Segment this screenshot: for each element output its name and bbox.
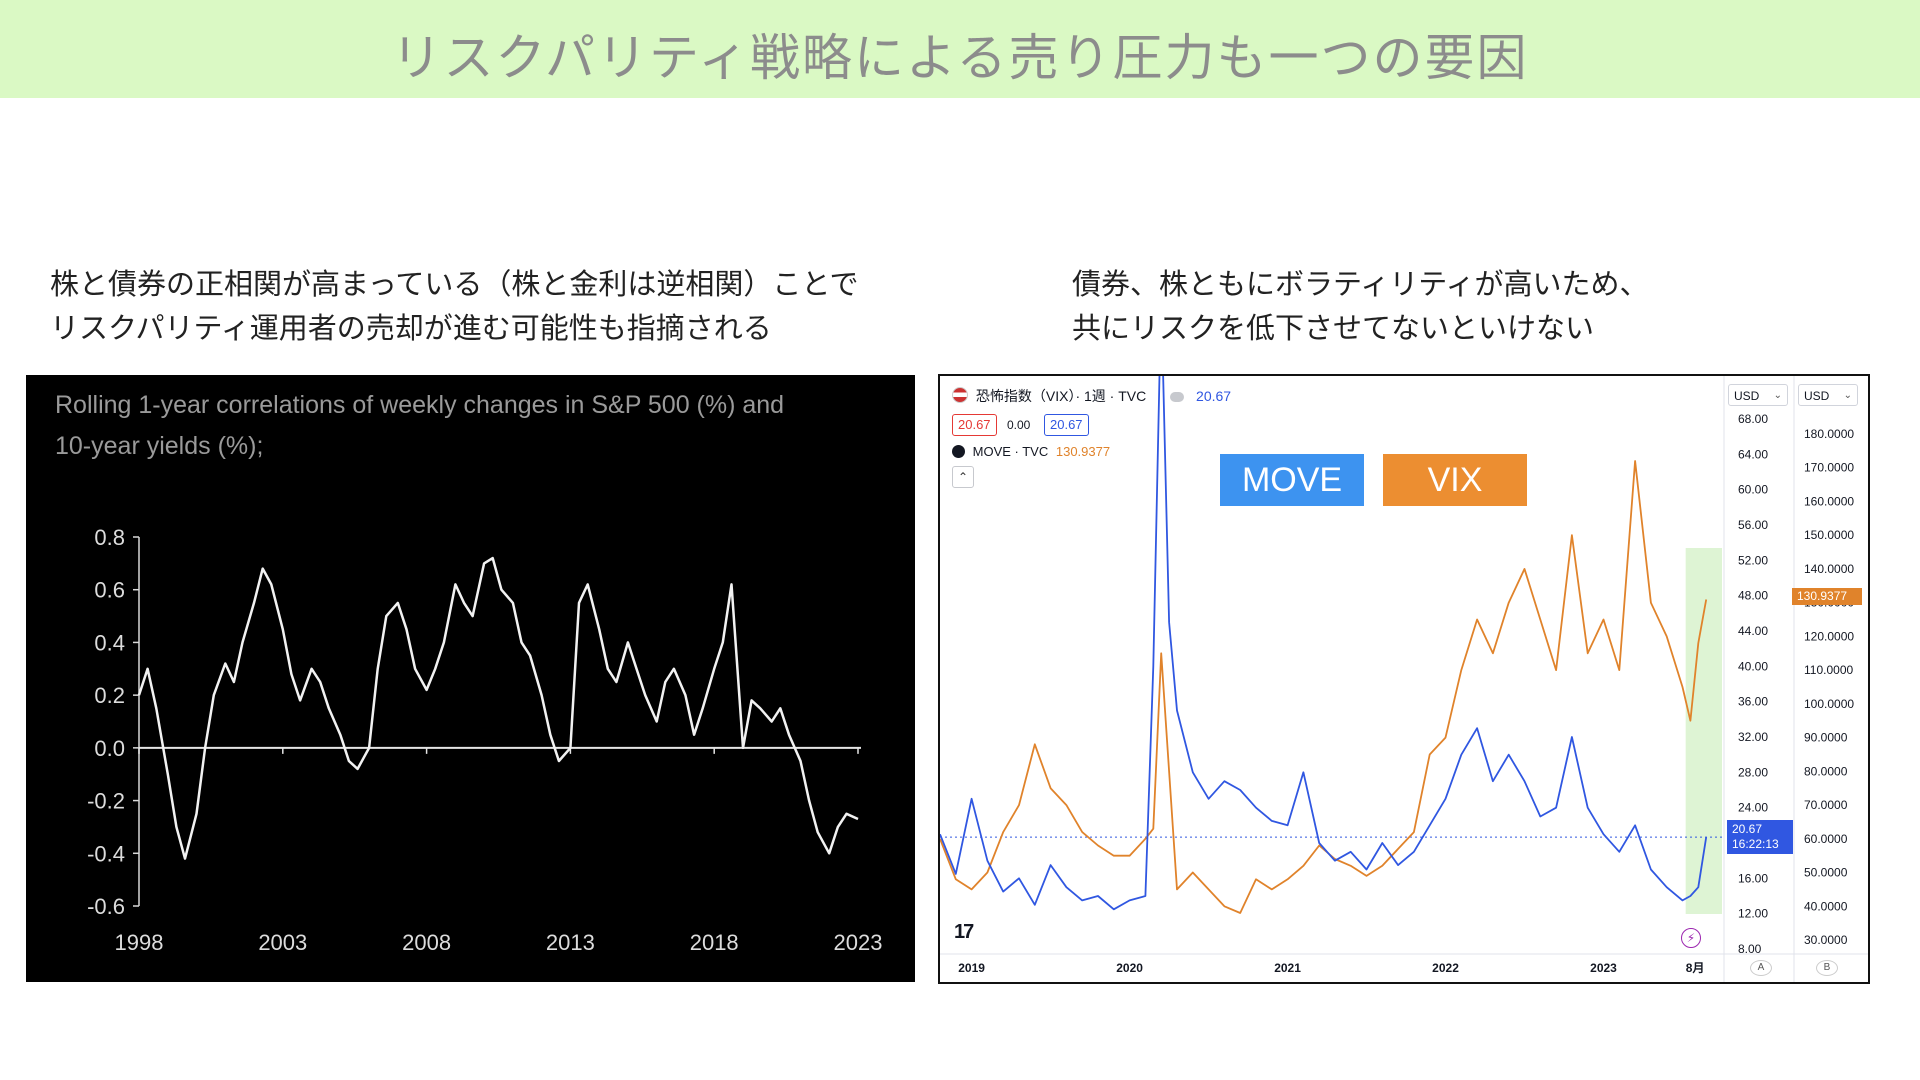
x-tick-label: 2023 — [1590, 961, 1617, 975]
currency-left-label: USD — [1734, 389, 1760, 403]
currency-right-label: USD — [1804, 389, 1830, 403]
chart-title-line2: 10-year yields (%); — [55, 432, 264, 460]
move-series-icon — [952, 445, 965, 458]
left-axis-tick: 24.00 — [1738, 801, 1768, 815]
right-axis-tick: 60.0000 — [1804, 832, 1848, 846]
correlation-chart-title: Rolling 1-year correlations of weekly ch… — [55, 385, 784, 467]
move-series-label: MOVE · TVC — [972, 444, 1049, 459]
y-tick-label: -0.4 — [87, 841, 125, 866]
right-axis-tick: 170.0000 — [1804, 461, 1854, 475]
x-tick-label: 2019 — [958, 961, 985, 975]
currency-select-left[interactable]: USD ⌄ — [1728, 384, 1788, 406]
x-tick-label: 2003 — [258, 930, 307, 955]
left-axis-tick: 64.00 — [1738, 447, 1768, 461]
x-tick-label: 1998 — [115, 930, 164, 955]
left-caption-line1: 株と債券の正相関が高まっている（株と金利は逆相関）ことで — [50, 267, 859, 301]
legend-move: MOVE — [1220, 454, 1364, 506]
left-axis-tick: 32.00 — [1738, 730, 1768, 744]
right-axis-tick: 110.0000 — [1804, 663, 1853, 677]
left-axis-tick: 48.00 — [1738, 589, 1768, 603]
y-tick-label: 0.6 — [94, 578, 125, 603]
left-axis-tick: 56.00 — [1738, 518, 1768, 532]
x-tick-label: 2018 — [690, 930, 739, 955]
left-axis-tick: 8.00 — [1738, 942, 1762, 956]
x-tick-label: 2021 — [1274, 961, 1301, 975]
move-series-value: 130.9377 — [1055, 444, 1111, 459]
y-tick-label: -0.6 — [87, 894, 125, 919]
right-axis-tick: 50.0000 — [1804, 866, 1848, 880]
correlation-chart: 0.8 0.6 0.4 0.2 0.0 -0.2 -0.4 -0.6 1998 2003 2008 2… — [87, 525, 883, 955]
axis-auto-button-left[interactable]: A — [1750, 960, 1772, 976]
left-caption: 株と債券の正相関が高まっている（株と金利は逆相関）ことで リスクパリティ運用者の… — [50, 262, 859, 350]
header-banner: リスクパリティ戦略による売り圧力も一つの要因 — [0, 0, 1920, 98]
tradingview-logo[interactable]: 17 — [954, 921, 974, 943]
x-tick-label: 2013 — [546, 930, 595, 955]
axis-auto-button-right[interactable]: B — [1816, 960, 1838, 976]
eye-icon[interactable] — [1170, 392, 1185, 402]
vix-price-tag: 20.67 16:22:13 — [1727, 820, 1793, 854]
vix-move-chart: 68.00 64.00 60.00 56.00 52.00 48.00 44.00 40.00… — [940, 376, 1868, 982]
x-tick-label: 8月 — [1686, 961, 1705, 975]
right-axis-tick: 140.0000 — [1804, 562, 1854, 576]
left-axis-tick: 16.00 — [1738, 871, 1768, 885]
tradingview-chart-panel: 68.00 64.00 60.00 56.00 52.00 48.00 44.00 40.00… — [938, 374, 1870, 984]
right-axis-tick: 70.0000 — [1804, 798, 1848, 812]
move-series-line — [940, 460, 1708, 914]
symbol-header[interactable]: 恐怖指数（VIX）· 1週 · TVC 20.67 — [952, 386, 1231, 406]
y-tick-label: 0.0 — [94, 736, 125, 761]
y-tick-label: 0.8 — [94, 525, 125, 550]
right-axis-tick: 160.0000 — [1804, 494, 1854, 508]
left-axis-tick: 28.00 — [1738, 765, 1768, 779]
correlation-series-line — [137, 556, 859, 860]
right-caption-line2: 共にリスクを低下させてないといけない — [1072, 311, 1595, 345]
left-axis-tick: 12.00 — [1738, 907, 1768, 921]
x-tick-label: 2020 — [1116, 961, 1143, 975]
left-axis-tick: 40.00 — [1738, 659, 1768, 673]
spread-value: 0.00 — [1007, 418, 1031, 432]
x-tick-label: 2023 — [834, 930, 883, 955]
right-axis-tick: 180.0000 — [1804, 427, 1854, 441]
chevron-down-icon: ⌄ — [1843, 390, 1852, 401]
left-axis-tick: 44.00 — [1738, 624, 1768, 638]
left-caption-line2: リスクパリティ運用者の売却が進む可能性も指摘される — [50, 311, 772, 345]
right-axis-tick: 40.0000 — [1804, 899, 1848, 913]
left-axis-tick: 52.00 — [1738, 553, 1768, 567]
x-tick-label: 2008 — [402, 930, 451, 955]
right-axis-tick: 120.0000 — [1804, 629, 1854, 643]
right-caption-line1: 債券、株ともにボラティリティが高いため、 — [1072, 267, 1649, 301]
left-axis-tick: 68.00 — [1738, 412, 1768, 426]
y-tick-label: 0.2 — [94, 683, 125, 708]
right-axis-tick: 30.0000 — [1804, 933, 1848, 947]
y-tick-label: -0.2 — [87, 789, 125, 814]
sell-chip[interactable]: 20.67 — [952, 414, 997, 436]
vix-series-line — [940, 376, 1708, 911]
y-tick-label: 0.4 — [94, 630, 125, 655]
currency-select-right[interactable]: USD ⌄ — [1798, 384, 1858, 406]
left-axis-tick: 60.00 — [1738, 483, 1768, 497]
right-axis-tick: 150.0000 — [1804, 528, 1854, 542]
vix-bar-timer: 16:22:13 — [1732, 837, 1779, 851]
vix-price-value: 20.67 — [1732, 822, 1763, 836]
buy-chip[interactable]: 20.67 — [1044, 414, 1089, 436]
us-flag-icon — [952, 387, 968, 403]
highlight-region — [1685, 548, 1722, 914]
page-title: リスクパリティ戦略による売り圧力も一つの要因 — [391, 29, 1529, 87]
right-axis-tick: 90.0000 — [1804, 731, 1848, 745]
chart-title-line1: Rolling 1-year correlations of weekly ch… — [55, 391, 785, 419]
left-axis-tick: 36.00 — [1738, 695, 1768, 709]
symbol-last-value: 20.67 — [1196, 388, 1232, 404]
symbol-title: 恐怖指数（VIX）· 1週 · TVC — [975, 388, 1147, 404]
x-tick-label: 2022 — [1432, 961, 1459, 975]
right-axis-tick: 100.0000 — [1804, 697, 1854, 711]
legend-vix: VIX — [1383, 454, 1527, 506]
collapse-legend-button[interactable]: ⌃ — [952, 466, 974, 488]
move-series-legend[interactable]: MOVE · TVC 130.9377 — [952, 444, 1110, 459]
move-price-tag: 130.9377 — [1792, 588, 1862, 605]
chevron-down-icon: ⌄ — [1773, 390, 1782, 401]
lightning-icon[interactable]: ⚡ — [1681, 928, 1701, 948]
correlation-chart-panel: 0.8 0.6 0.4 0.2 0.0 -0.2 -0.4 -0.6 1998 2003 2008 2… — [26, 375, 915, 982]
right-caption: 債券、株ともにボラティリティが高いため、 共にリスクを低下させてないといけない — [1072, 262, 1649, 350]
right-axis-tick: 80.0000 — [1804, 764, 1848, 778]
